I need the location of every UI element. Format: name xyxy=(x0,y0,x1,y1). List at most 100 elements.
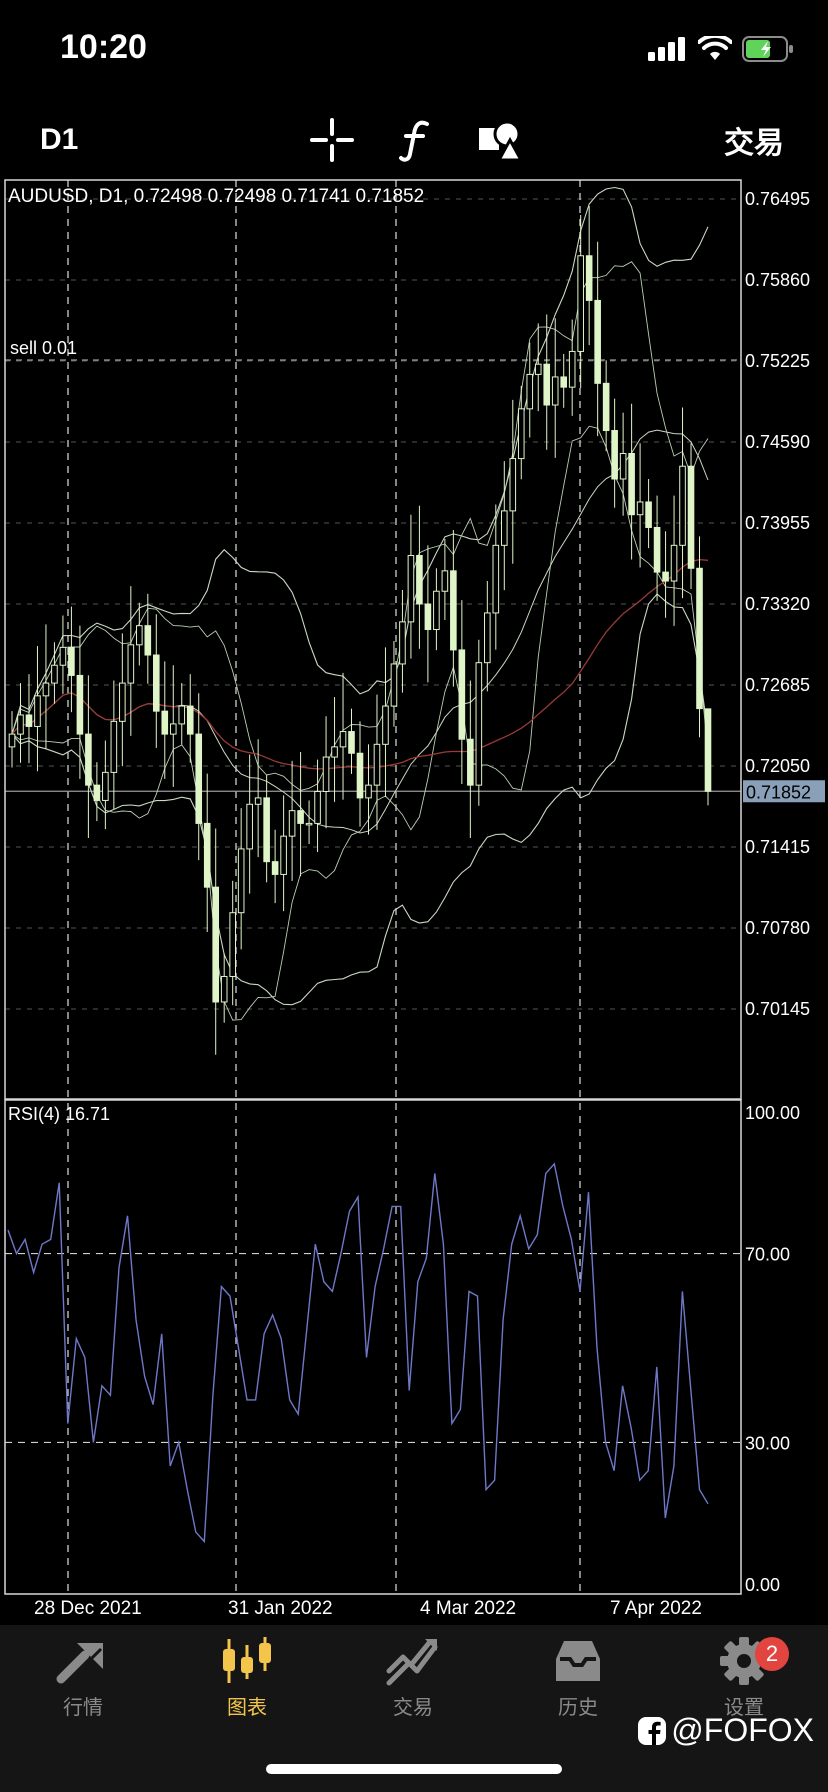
tab-history[interactable]: 历史 xyxy=(523,1635,633,1735)
candle-bear xyxy=(458,649,466,740)
price-panel-frame xyxy=(4,179,742,1100)
candle-bull xyxy=(127,644,135,684)
candle-bull xyxy=(492,544,500,614)
candle-bull xyxy=(254,797,262,805)
candle-bull xyxy=(17,714,24,735)
tab-label: 交易 xyxy=(393,1697,433,1719)
battery-icon xyxy=(742,36,793,62)
candle-bull xyxy=(433,590,440,631)
candle-bear xyxy=(76,674,84,735)
candle-bull xyxy=(178,705,186,725)
objects-icon xyxy=(479,120,523,162)
candle-bear xyxy=(203,822,211,888)
current-price-label: 0.71852 xyxy=(746,782,811,802)
candle-bull xyxy=(42,682,50,697)
candle-bear xyxy=(348,731,355,754)
candle-bear xyxy=(467,738,474,786)
price-tick-label: 0.72050 xyxy=(745,756,810,776)
indicators-button[interactable] xyxy=(390,112,440,168)
rsi-line xyxy=(7,1162,709,1544)
candle-bull xyxy=(220,975,228,1003)
wifi-icon xyxy=(698,36,732,60)
candle-bull xyxy=(280,835,287,875)
candle-bear xyxy=(68,646,75,676)
rsi-panel-frame xyxy=(4,1099,742,1595)
price-chart[interactable]: 0.76495 0.75860 0.75225 0.74590 0.73955 0.733… xyxy=(0,178,828,1625)
candle-bear xyxy=(212,886,220,1003)
candle-bull xyxy=(382,705,389,745)
bollinger-lower-line xyxy=(11,593,709,1006)
candle-bull xyxy=(373,743,381,786)
candle-bull xyxy=(322,756,330,793)
candle-bear xyxy=(628,452,635,516)
rsi-label: RSI(4) 16.71 xyxy=(8,1104,110,1124)
trade-button[interactable]: 交易 xyxy=(724,127,784,160)
price-tick-label: 0.76495 xyxy=(745,189,810,209)
candle-bull xyxy=(551,376,559,406)
candle-bear xyxy=(696,567,703,710)
tab-settings[interactable]: 设置 2 xyxy=(689,1635,799,1735)
candle-bull xyxy=(34,695,41,727)
rsi-tick-label: 0.00 xyxy=(745,1575,780,1595)
tab-trade[interactable]: 交易 xyxy=(358,1635,468,1735)
candle-bull xyxy=(119,682,126,722)
candle-bear xyxy=(263,797,270,863)
candle-bear xyxy=(416,555,423,605)
candle-bear xyxy=(662,571,669,582)
candle-bear xyxy=(152,654,160,712)
candle-bear xyxy=(450,570,457,651)
candle-bull xyxy=(136,625,143,646)
settings-icon xyxy=(720,1637,768,1685)
rsi-tick-label: 30.00 xyxy=(745,1433,790,1453)
candle-bull xyxy=(534,363,542,375)
status-icons xyxy=(648,36,794,62)
crosshair-icon xyxy=(310,118,354,162)
candle-bull xyxy=(229,912,236,977)
watermark: @FOFOX xyxy=(637,1712,814,1749)
signal-icon xyxy=(648,37,685,61)
candle-bear xyxy=(594,299,601,384)
price-tick-label: 0.75225 xyxy=(745,351,810,371)
rsi-tick-label: 70.00 xyxy=(745,1245,790,1265)
candle-bull xyxy=(237,848,245,914)
function-icon xyxy=(399,120,429,162)
tab-chart[interactable]: 图表 xyxy=(192,1635,302,1735)
candle-bear xyxy=(356,752,364,799)
candle-bull xyxy=(517,408,525,460)
candle-bear xyxy=(424,603,432,631)
candle-bull xyxy=(568,350,576,388)
tab-label: 设置 xyxy=(724,1697,764,1719)
quotes-icon xyxy=(56,1643,103,1684)
notification-badge: 2 xyxy=(755,1637,789,1671)
candle-bear xyxy=(85,733,92,786)
candle-bear xyxy=(560,376,568,388)
crosshair-button[interactable] xyxy=(302,112,362,168)
date-label: 7 Apr 2022 xyxy=(610,1598,702,1619)
order-label: sell 0.01 xyxy=(10,338,77,358)
date-label: 28 Dec 2021 xyxy=(34,1598,142,1619)
tab-quotes[interactable]: 行情 xyxy=(28,1635,138,1735)
candle-bull xyxy=(305,822,313,826)
candle-bull xyxy=(51,664,58,684)
chart-header: AUDUSD, D1, 0.72498 0.72498 0.71741 0.71… xyxy=(8,186,424,207)
candle-bull xyxy=(399,621,406,665)
candle-bear xyxy=(161,710,169,735)
watermark-text: @FOFOX xyxy=(671,1712,814,1748)
candle-bull xyxy=(484,612,491,664)
objects-button[interactable] xyxy=(472,112,528,168)
envelope-upper-line xyxy=(11,261,709,791)
candle-bull xyxy=(331,746,338,758)
candle-bull xyxy=(246,803,253,850)
candle-bull xyxy=(407,555,415,623)
candle-bear xyxy=(602,382,610,432)
candle-bear xyxy=(611,430,618,480)
period-button[interactable]: D1 xyxy=(40,123,79,156)
candle-bull xyxy=(339,731,347,748)
candle-bull xyxy=(8,733,16,748)
tab-label: 图表 xyxy=(227,1697,267,1719)
price-tick-label: 0.74590 xyxy=(745,432,810,452)
candle-bear xyxy=(195,733,203,824)
price-tick-label: 0.73320 xyxy=(745,594,810,614)
price-tick-label: 0.70145 xyxy=(745,999,810,1019)
candle-bear xyxy=(585,255,593,301)
